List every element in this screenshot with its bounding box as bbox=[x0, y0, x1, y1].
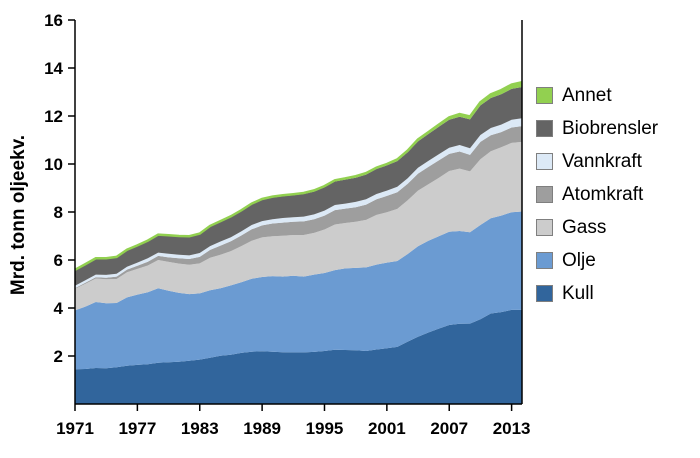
legend-item-annet: Annet bbox=[536, 86, 658, 105]
x-tick-label: 1995 bbox=[306, 419, 344, 438]
y-tick-label: 10 bbox=[44, 155, 63, 174]
legend-swatch-gass bbox=[536, 219, 553, 236]
y-tick-label: 6 bbox=[54, 251, 63, 270]
y-tick-label: 2 bbox=[54, 347, 63, 366]
legend-item-kull: Kull bbox=[536, 284, 658, 303]
y-axis-title: Mrd. tonn oljeekv. bbox=[8, 134, 29, 296]
x-tick-label: 1989 bbox=[243, 419, 281, 438]
legend-swatch-atomkraft bbox=[536, 186, 553, 203]
x-tick-label: 2013 bbox=[493, 419, 531, 438]
top-edge-line bbox=[74, 80, 523, 271]
x-tick-label: 1977 bbox=[118, 419, 156, 438]
legend-item-atomkraft: Atomkraft bbox=[536, 185, 658, 204]
y-tick-label: 16 bbox=[44, 11, 63, 30]
y-tick-label: 12 bbox=[44, 107, 63, 126]
y-tick-label: 4 bbox=[54, 299, 64, 318]
x-tick-label: 2007 bbox=[430, 419, 468, 438]
legend-label: Biobrensler bbox=[562, 118, 659, 139]
legend-label: Kull bbox=[562, 283, 594, 304]
y-tick-label: 14 bbox=[44, 59, 63, 78]
legend-label: Olje bbox=[562, 250, 596, 271]
legend-swatch-annet bbox=[536, 87, 553, 104]
legend-item-olje: Olje bbox=[536, 251, 658, 270]
legend-label: Annet bbox=[562, 85, 612, 106]
area-olje bbox=[75, 211, 522, 370]
area-kull bbox=[75, 309, 522, 404]
legend-swatch-olje bbox=[536, 252, 553, 269]
x-tick-label: 2001 bbox=[368, 419, 406, 438]
chart-legend: Annet Biobrensler Vannkraft Atomkraft Gass Ol… bbox=[536, 86, 658, 303]
legend-swatch-kull bbox=[536, 285, 553, 302]
legend-swatch-vannkraft bbox=[536, 153, 553, 170]
area-biobrensler bbox=[75, 87, 522, 286]
legend-label: Vannkraft bbox=[562, 151, 642, 172]
legend-label: Atomkraft bbox=[562, 184, 644, 205]
legend-swatch-biobrensler bbox=[536, 120, 553, 137]
y-tick-label: 8 bbox=[54, 203, 63, 222]
area-gass bbox=[75, 141, 522, 311]
x-tick-label: 1971 bbox=[56, 419, 94, 438]
x-tick-label: 1983 bbox=[181, 419, 219, 438]
legend-item-gass: Gass bbox=[536, 218, 658, 237]
legend-item-biobrensler: Biobrensler bbox=[536, 119, 658, 138]
legend-label: Gass bbox=[562, 217, 607, 238]
legend-item-vannkraft: Vannkraft bbox=[536, 152, 658, 171]
